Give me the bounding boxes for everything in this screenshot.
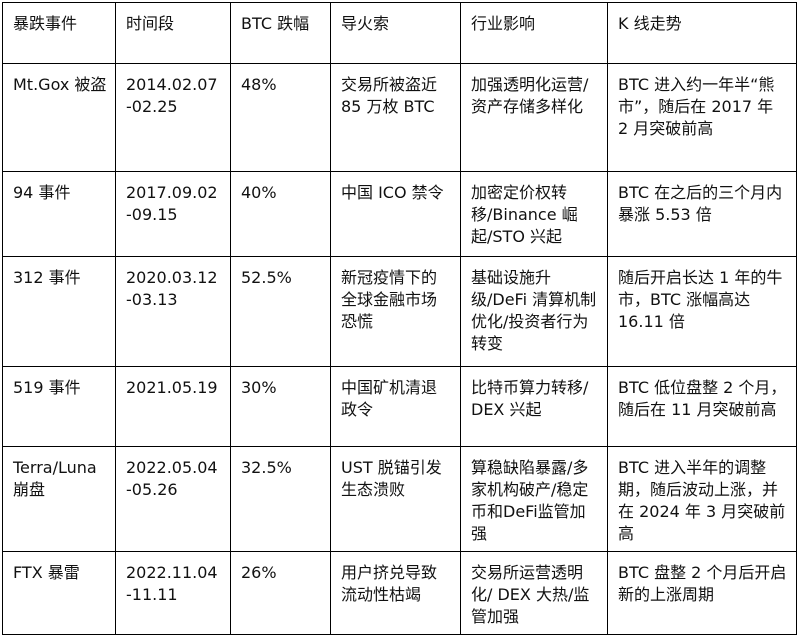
table-cell: BTC 在之后的三个月内暴涨 5.53 倍 xyxy=(607,171,797,257)
event-table: 暴跌事件 时间段 BTC 跌幅 导火索 行业影响 K 线走势 Mt.Gox 被盗 2014.… xyxy=(2,2,797,635)
table-cell: 48% xyxy=(230,63,331,172)
header-cell: 暴跌事件 xyxy=(2,2,116,64)
table-cell: 交易所被盗近 85 万枚 BTC xyxy=(330,63,461,172)
table-cell: 30% xyxy=(230,366,331,447)
table-cell: BTC 盘整 2 个月后开启新的上涨周期 xyxy=(607,551,797,635)
table-cell: 加强透明化运营/资产存储多样化 xyxy=(460,63,608,172)
table-cell: 52.5% xyxy=(230,256,331,367)
table-cell: 新冠疫情下的全球金融市场恐慌 xyxy=(330,256,461,367)
table-cell: 2014.02.07-02.25 xyxy=(115,63,231,172)
table-cell: 2017.09.02-09.15 xyxy=(115,171,231,257)
header-row: 暴跌事件 时间段 BTC 跌幅 导火索 行业影响 K 线走势 xyxy=(2,2,797,64)
table-cell: 2021.05.19 xyxy=(115,366,231,447)
table-row: Terra/Luna 崩盘 2022.05.04-05.26 32.5% UST 脱锚… xyxy=(2,446,797,552)
table-cell: Mt.Gox 被盗 xyxy=(2,63,116,172)
table-cell: 32.5% xyxy=(230,446,331,552)
table-cell: 交易所运营透明化/ DEX 大热/监管加强 xyxy=(460,551,608,635)
table-row: 94 事件 2017.09.02-09.15 40% 中国 ICO 禁令 加密定价权转移… xyxy=(2,171,797,257)
table-cell: 2022.11.04-11.11 xyxy=(115,551,231,635)
table-cell: 2020.03.12-03.13 xyxy=(115,256,231,367)
table-row: 312 事件 2020.03.12-03.13 52.5% 新冠疫情下的全球金融市场恐… xyxy=(2,256,797,367)
header-cell: BTC 跌幅 xyxy=(230,2,331,64)
header-cell: K 线走势 xyxy=(607,2,797,64)
table-cell: 中国 ICO 禁令 xyxy=(330,171,461,257)
table-cell: 比特币算力转移/ DEX 兴起 xyxy=(460,366,608,447)
table-cell: BTC 进入约一年半“熊市”，随后在 2017 年 2 月突破前高 xyxy=(607,63,797,172)
table-row: 519 事件 2021.05.19 30% 中国矿机清退政令 比特币算力转移/ DEX … xyxy=(2,366,797,447)
table-cell: 用户挤兑导致流动性枯竭 xyxy=(330,551,461,635)
table-cell: 40% xyxy=(230,171,331,257)
table-cell: 2022.05.04-05.26 xyxy=(115,446,231,552)
table-cell: BTC 低位盘整 2 个月，随后在 11 月突破前高 xyxy=(607,366,797,447)
header-cell: 导火索 xyxy=(330,2,461,64)
table-cell: 中国矿机清退政令 xyxy=(330,366,461,447)
table-cell: 312 事件 xyxy=(2,256,116,367)
table-cell: FTX 暴雷 xyxy=(2,551,116,635)
table-cell: 94 事件 xyxy=(2,171,116,257)
table-cell: 519 事件 xyxy=(2,366,116,447)
header-cell: 时间段 xyxy=(115,2,231,64)
table-cell: 基础设施升级/DeFi 清算机制优化/投资者行为转变 xyxy=(460,256,608,367)
table-body: Mt.Gox 被盗 2014.02.07-02.25 48% 交易所被盗近 85 万枚… xyxy=(2,63,797,635)
table-cell: 随后开启长达 1 年的牛市，BTC 涨幅高达 16.11 倍 xyxy=(607,256,797,367)
table-cell: BTC 进入半年的调整期，随后波动上涨，并在 2024 年 3 月突破前高 xyxy=(607,446,797,552)
table-row: FTX 暴雷 2022.11.04-11.11 26% 用户挤兑导致流动性枯竭 交易所运… xyxy=(2,551,797,635)
table-cell: 算稳缺陷暴露/多家机构破产/稳定币和DeFi监管加强 xyxy=(460,446,608,552)
table-cell: 加密定价权转移/Binance 崛起/STO 兴起 xyxy=(460,171,608,257)
header-cell: 行业影响 xyxy=(460,2,608,64)
table-cell: 26% xyxy=(230,551,331,635)
table-cell: Terra/Luna 崩盘 xyxy=(2,446,116,552)
table-row: Mt.Gox 被盗 2014.02.07-02.25 48% 交易所被盗近 85 万枚… xyxy=(2,63,797,172)
table-cell: UST 脱锚引发生态溃败 xyxy=(330,446,461,552)
